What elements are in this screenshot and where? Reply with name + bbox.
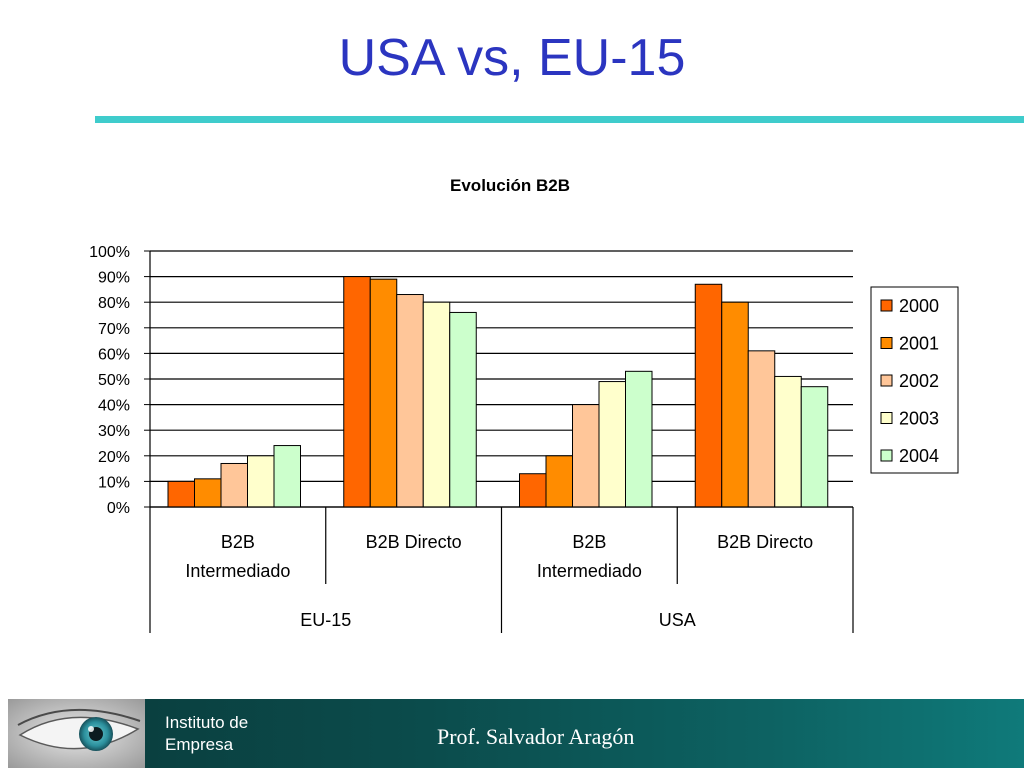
y-tick-label: 20% bbox=[98, 449, 130, 466]
x-group-label: USA bbox=[659, 610, 696, 630]
y-tick-label: 80% bbox=[98, 295, 130, 312]
bar bbox=[396, 294, 424, 508]
axes: 0% 10% 20% 30% 40% 50% 60% 70% 80% 90% 100% B2B Inte… bbox=[89, 244, 854, 633]
legend-label: 2000 bbox=[899, 296, 939, 316]
bar bbox=[625, 370, 653, 508]
x-category-label: B2B Directo bbox=[717, 532, 813, 552]
footer-bar: Instituto de Empresa Prof. Salvador Arag… bbox=[0, 699, 1024, 768]
bar bbox=[247, 455, 275, 508]
x-category-label: B2B Intermediado bbox=[537, 532, 642, 581]
bar bbox=[422, 301, 451, 508]
bar bbox=[369, 278, 398, 508]
y-tick-label: 90% bbox=[98, 270, 130, 287]
legend-swatch bbox=[880, 449, 893, 462]
legend-swatch bbox=[880, 299, 893, 312]
y-tick-label: 40% bbox=[98, 398, 130, 415]
bar bbox=[519, 473, 547, 508]
bar bbox=[572, 404, 600, 508]
legend-label: 2004 bbox=[899, 446, 939, 466]
bar bbox=[694, 283, 723, 508]
bar bbox=[774, 375, 802, 508]
legend: 2000 2001 2002 2003 2004 bbox=[870, 286, 959, 474]
bar bbox=[343, 276, 371, 508]
x-category-label: B2B Intermediado bbox=[185, 532, 290, 581]
y-tick-label: 30% bbox=[98, 423, 130, 440]
bar bbox=[545, 455, 573, 508]
chart-title: Evolución B2B bbox=[450, 176, 570, 195]
bar bbox=[167, 480, 195, 508]
legend-swatch bbox=[880, 374, 893, 387]
bar bbox=[220, 462, 248, 508]
legend-label: 2003 bbox=[899, 409, 939, 429]
bars bbox=[167, 276, 829, 508]
y-tick-label: 0% bbox=[107, 500, 130, 517]
y-tick-label: 10% bbox=[98, 474, 130, 491]
legend-swatch bbox=[880, 337, 893, 349]
y-tick-label: 60% bbox=[98, 346, 130, 363]
bar bbox=[721, 301, 749, 508]
legend-swatch bbox=[880, 412, 893, 424]
bar bbox=[449, 311, 477, 508]
eye-logo-icon bbox=[0, 699, 145, 768]
author-name: Prof. Salvador Aragón bbox=[437, 724, 635, 749]
y-tick-label: 100% bbox=[89, 244, 130, 261]
institute-name: Instituto de Empresa bbox=[165, 713, 249, 754]
bar bbox=[194, 478, 222, 508]
x-category-label: B2B Directo bbox=[366, 532, 462, 552]
legend-label: 2002 bbox=[899, 371, 939, 391]
bar bbox=[800, 386, 829, 508]
legend-label: 2001 bbox=[899, 334, 939, 354]
bar bbox=[273, 445, 301, 508]
logo bbox=[0, 699, 145, 768]
y-tick-label: 50% bbox=[98, 372, 130, 389]
y-tick-label: 70% bbox=[98, 321, 130, 338]
bar bbox=[747, 350, 776, 508]
title-divider bbox=[95, 116, 1024, 123]
bar bbox=[598, 381, 626, 508]
bar-chart: Evolución B2B 0% 10% 20% 30% 40% 50% 60% 70% 80%… bbox=[89, 176, 959, 633]
x-group-label: EU-15 bbox=[300, 610, 351, 630]
slide-title: USA vs, EU-15 bbox=[338, 29, 686, 87]
